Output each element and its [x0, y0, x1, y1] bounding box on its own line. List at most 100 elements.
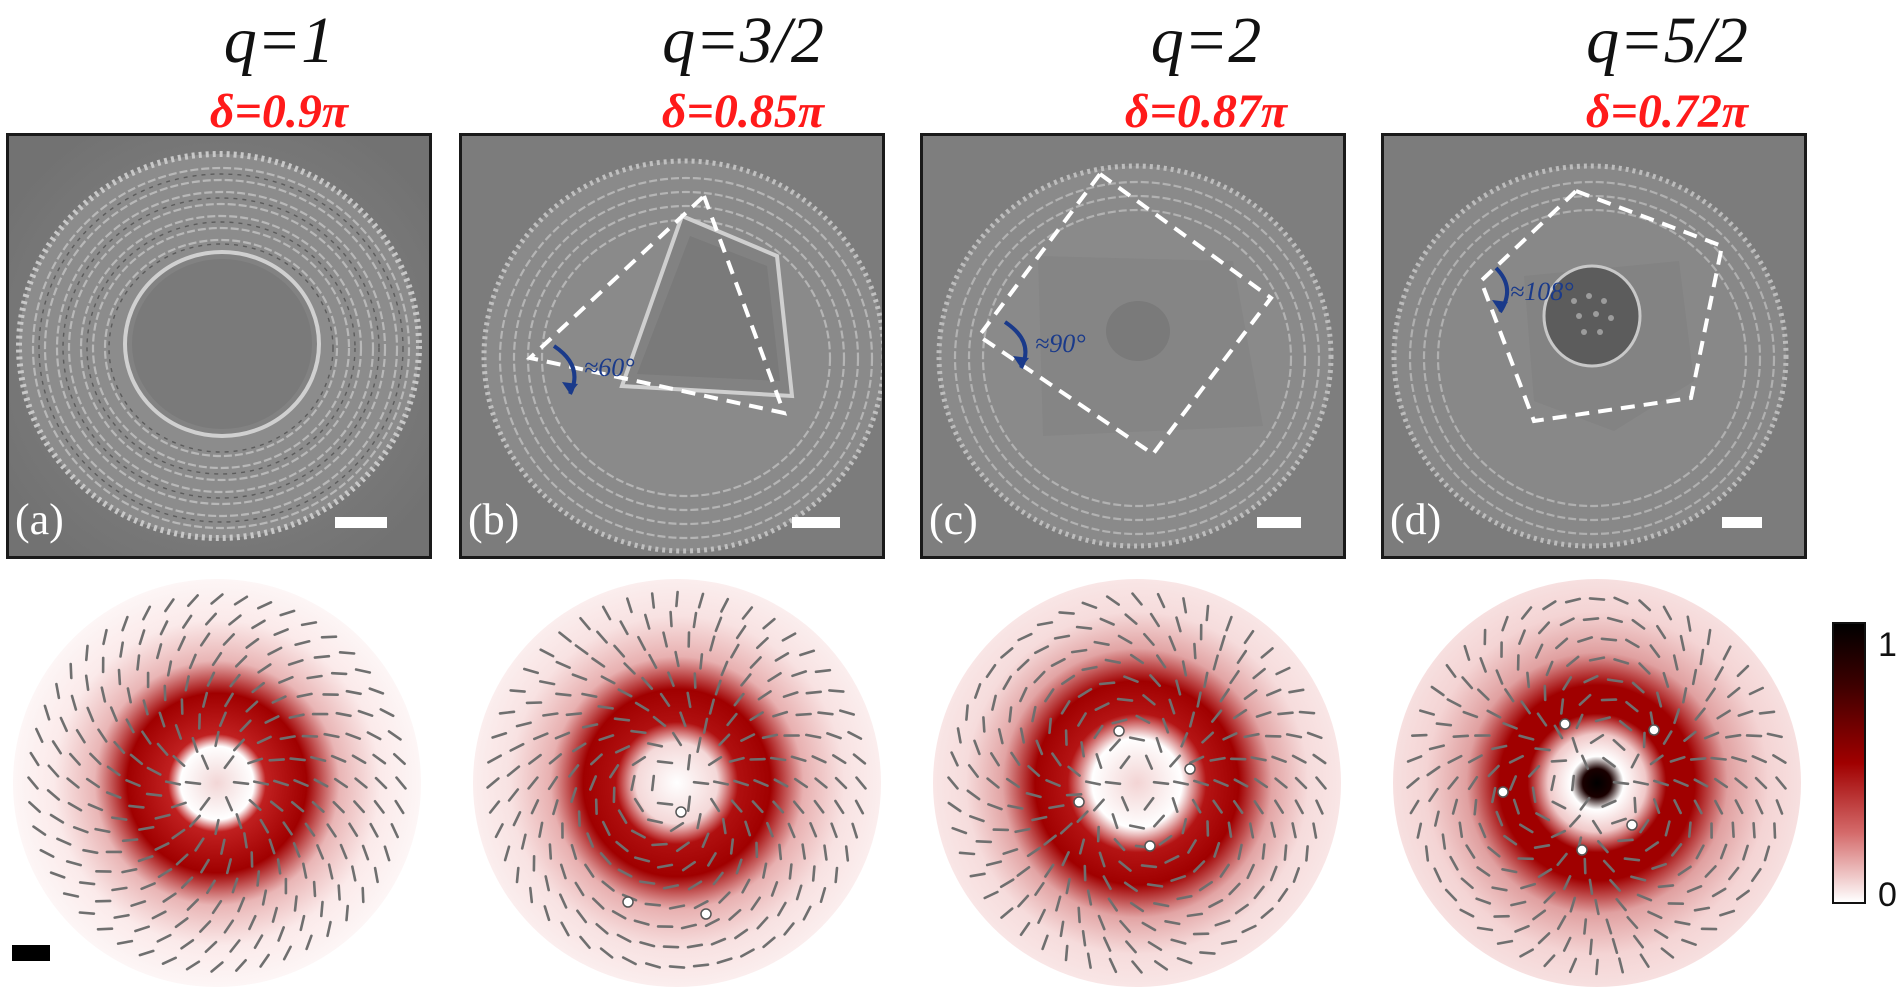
panel-tag-b: (b) — [468, 495, 520, 544]
director-dash — [650, 592, 656, 609]
director-dash — [735, 858, 743, 875]
director-dash — [251, 619, 266, 630]
director-dash — [306, 674, 323, 680]
director-dash — [826, 732, 842, 740]
director-dash — [1649, 644, 1661, 658]
director-dash — [299, 914, 306, 932]
director-dash — [669, 610, 673, 628]
director-dash — [1164, 854, 1180, 864]
director-dash — [1772, 754, 1787, 764]
director-dash — [601, 605, 612, 621]
director-dash — [1117, 634, 1133, 645]
director-dash — [1556, 915, 1567, 931]
director-dash — [1181, 660, 1188, 677]
director-dash — [1019, 727, 1026, 744]
director-dash — [601, 820, 611, 837]
director-dash — [1560, 698, 1565, 715]
director-dash — [520, 833, 527, 850]
director-dash — [253, 934, 264, 950]
director-dash — [1536, 712, 1548, 727]
director-dash — [1569, 814, 1581, 828]
director-dash — [735, 624, 747, 640]
director-dash — [184, 780, 202, 786]
director-dash — [1418, 709, 1436, 716]
director-dash — [354, 668, 372, 674]
scale-bar-c — [1257, 517, 1301, 528]
director-dash — [1201, 731, 1215, 744]
director-dash — [1149, 674, 1161, 688]
director-dash — [1119, 919, 1131, 934]
director-dash — [1594, 898, 1600, 916]
director-dash — [544, 875, 550, 892]
director-dash — [223, 755, 235, 770]
director-dash — [1094, 702, 1110, 711]
director-dash — [276, 858, 282, 875]
director-dash — [1657, 884, 1675, 889]
director-dash — [488, 800, 501, 814]
director-dash — [172, 755, 186, 767]
director-dash — [96, 927, 114, 931]
director-dash — [847, 730, 863, 740]
director-dash — [967, 764, 980, 778]
director-dash — [757, 690, 772, 701]
delta-label-d: δ=0.72π — [1585, 85, 1749, 138]
director-dash — [623, 662, 636, 675]
director-dash — [271, 906, 279, 923]
director-dash — [1430, 685, 1445, 697]
director-dash — [1084, 780, 1102, 786]
director-dash — [576, 909, 588, 924]
director-dash — [1555, 637, 1569, 650]
director-dash — [1512, 798, 1520, 815]
director-dash — [1681, 687, 1688, 704]
director-dash — [1674, 920, 1691, 926]
director-dash — [834, 866, 839, 884]
director-dash — [565, 712, 583, 717]
director-dash — [1234, 903, 1249, 915]
director-dash — [733, 692, 745, 707]
director-dash — [1475, 897, 1492, 905]
director-dash — [773, 778, 789, 788]
director-dash — [1606, 678, 1624, 683]
angle-label-b: ≈60° — [584, 353, 635, 382]
director-dash — [1467, 754, 1483, 764]
director-dash — [157, 868, 173, 879]
director-dash — [1734, 799, 1744, 815]
director-dash — [830, 822, 838, 839]
director-dash — [1662, 671, 1670, 688]
director-dash — [1232, 708, 1248, 720]
director-dash — [1631, 618, 1646, 630]
director-dash — [817, 711, 834, 716]
director-dash — [1491, 786, 1497, 804]
director-dash — [638, 880, 656, 885]
director-dash — [1568, 957, 1578, 974]
director-dash — [1156, 592, 1166, 609]
director-dash — [1452, 734, 1470, 738]
director-dash — [686, 943, 704, 949]
director-dash — [166, 660, 173, 677]
director-dash — [801, 843, 807, 860]
director-dash — [1428, 787, 1439, 803]
director-dash — [755, 636, 769, 650]
director-dash — [542, 712, 559, 717]
director-dash — [1461, 676, 1474, 690]
director-dash — [740, 733, 756, 742]
director-dash — [710, 797, 721, 813]
director-dash — [634, 856, 651, 863]
director-dash — [1261, 843, 1266, 860]
director-dash — [637, 635, 647, 651]
director-dash — [712, 871, 724, 886]
director-dash — [674, 650, 680, 668]
director-dash — [379, 708, 395, 718]
director-dash — [1495, 669, 1504, 685]
director-dash — [668, 965, 686, 969]
director-dash — [687, 880, 703, 891]
director-dash — [1104, 780, 1122, 786]
director-dash — [707, 755, 723, 767]
director-dash — [1602, 859, 1615, 873]
director-dash — [528, 886, 534, 904]
director-dash — [1745, 734, 1763, 738]
director-dash — [621, 956, 637, 966]
director-dash — [680, 923, 697, 930]
director-dash — [669, 821, 685, 833]
director-dash — [1600, 637, 1618, 642]
